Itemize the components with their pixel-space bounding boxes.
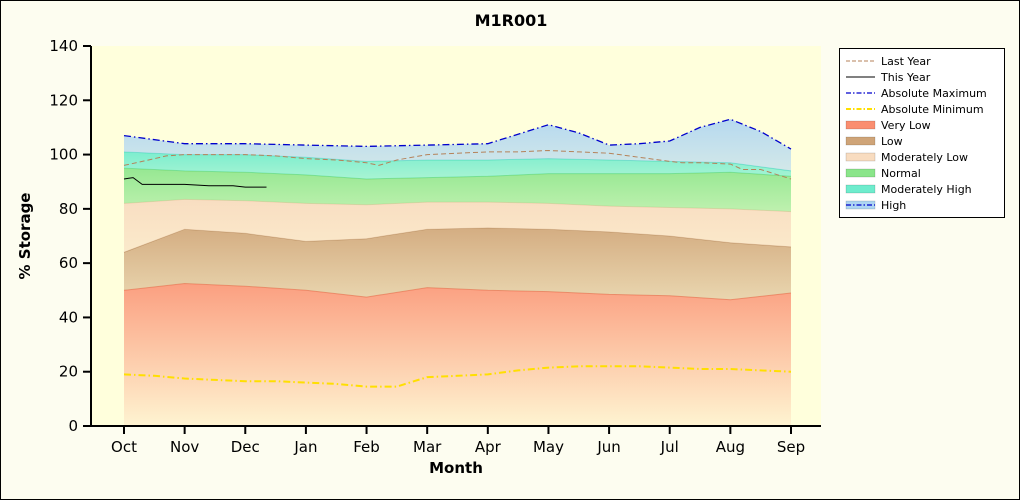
y-tick-label: 60 <box>59 254 78 272</box>
band-area-moderately-low <box>124 199 791 253</box>
legend-item-label: This Year <box>881 70 931 84</box>
y-tick-label: 100 <box>49 146 78 164</box>
legend-marker <box>845 151 877 163</box>
x-tick-label: Mar <box>413 438 442 456</box>
y-tick-label: 40 <box>59 308 78 326</box>
x-tick-label: Feb <box>353 438 380 456</box>
legend-marker <box>845 119 877 131</box>
x-tick-label: Apr <box>475 438 502 456</box>
legend-item-label: Moderately Low <box>881 150 969 164</box>
x-tick-label: Jun <box>596 438 620 456</box>
band-area-low <box>124 227 791 300</box>
legend-item: Absolute Minimum <box>845 101 999 117</box>
legend-item-label: Moderately High <box>881 182 972 196</box>
legend-item-label: Absolute Minimum <box>881 102 984 116</box>
series-line-absolute-maximum <box>123 118 792 150</box>
legend-marker <box>845 55 877 67</box>
x-tick-label: Dec <box>231 438 260 456</box>
legend-marker <box>845 71 877 83</box>
legend-marker <box>845 103 877 115</box>
y-tick-label: 20 <box>59 363 78 381</box>
band-area-moderately-high <box>124 151 791 179</box>
series-line-last-year <box>123 149 792 180</box>
x-tick-label: Jan <box>293 438 317 456</box>
legend-item: Low <box>845 133 999 149</box>
x-tick-label: Oct <box>111 438 137 456</box>
x-axis-title: Month <box>429 459 483 477</box>
y-tick-label: 120 <box>49 91 78 109</box>
x-tick-label: Jul <box>660 438 679 456</box>
y-tick-label: 0 <box>68 417 78 435</box>
legend-item: Moderately Low <box>845 149 999 165</box>
legend-item-label: High <box>881 198 907 212</box>
legend-marker <box>845 199 877 211</box>
band-area-very-low <box>124 283 791 426</box>
legend-item-label: Absolute Maximum <box>881 86 987 100</box>
legend-marker <box>845 87 877 99</box>
y-tick-label: 80 <box>59 200 78 218</box>
legend-item-label: Low <box>881 134 903 148</box>
legend-item-label: Last Year <box>881 54 931 68</box>
legend-item: Normal <box>845 165 999 181</box>
y-axis-title: % Storage <box>16 192 34 280</box>
legend-item: Absolute Maximum <box>845 85 999 101</box>
legend-marker <box>845 167 877 179</box>
chart-title: M1R001 <box>474 11 548 30</box>
x-tick-label: Sep <box>777 438 805 456</box>
x-tick-label: Nov <box>170 438 199 456</box>
legend: Last Year This Year Absolute Maximum Absolu… <box>839 48 1005 218</box>
x-tick-label: Aug <box>716 438 745 456</box>
band-area-normal <box>124 168 791 212</box>
legend-marker <box>845 135 877 147</box>
series-line-absolute-minimum <box>123 365 792 388</box>
legend-item: This Year <box>845 69 999 85</box>
legend-item: High <box>845 197 999 213</box>
legend-item-label: Normal <box>881 166 921 180</box>
x-tick-label: May <box>533 438 564 456</box>
series-line-this-year <box>123 177 267 188</box>
legend-item-label: Very Low <box>881 118 931 132</box>
y-tick-label: 140 <box>49 37 78 55</box>
band-area-high <box>124 119 791 171</box>
legend-item: Moderately High <box>845 181 999 197</box>
legend-item: Very Low <box>845 117 999 133</box>
legend-marker <box>845 183 877 195</box>
legend-item: Last Year <box>845 53 999 69</box>
